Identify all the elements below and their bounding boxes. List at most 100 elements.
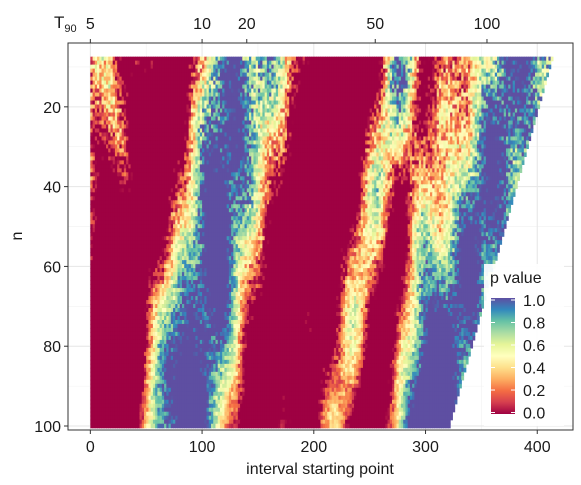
heatmap-cell — [327, 80, 331, 86]
heatmap-cell — [459, 80, 462, 86]
heatmap-cell — [331, 88, 335, 94]
heatmap-cell — [389, 80, 393, 86]
heatmap-cell — [302, 64, 306, 70]
heatmap-cell — [197, 64, 201, 70]
heatmap-cell — [336, 76, 339, 82]
heatmap-cell — [541, 60, 545, 66]
heatmap-cell — [141, 80, 145, 86]
heatmap-cell — [217, 72, 221, 78]
heatmap-cell — [235, 76, 239, 82]
heatmap-cell — [112, 92, 116, 98]
heatmap-cell — [280, 92, 284, 98]
heatmap-cell — [472, 88, 476, 94]
heatmap-cell — [526, 84, 529, 90]
heatmap-cell — [92, 56, 96, 62]
heatmap-cell — [329, 80, 333, 86]
heatmap-cell — [528, 136, 532, 142]
heatmap-cell — [499, 56, 503, 62]
heatmap-cell — [523, 92, 527, 98]
heatmap-cell — [251, 84, 255, 90]
heatmap-cell — [179, 72, 183, 78]
heatmap-cell — [387, 64, 391, 70]
heatmap-cell — [152, 88, 156, 94]
heatmap-cell — [257, 80, 261, 86]
heatmap-cell — [398, 72, 402, 78]
heatmap-cell — [204, 68, 208, 74]
heatmap-cell — [461, 72, 465, 78]
heatmap-cell — [202, 60, 205, 66]
heatmap-cell — [447, 84, 451, 90]
heatmap-cell — [112, 96, 116, 102]
heatmap-cell — [202, 56, 205, 62]
heatmap-cell — [161, 96, 165, 102]
heatmap-cell — [186, 64, 190, 70]
heatmap-cell — [476, 88, 480, 94]
heatmap-cell — [181, 80, 185, 86]
heatmap-cell — [445, 56, 449, 62]
heatmap-cell — [219, 56, 223, 62]
heatmap-cell — [228, 72, 232, 78]
heatmap-cell — [313, 72, 317, 78]
heatmap-cell — [242, 68, 246, 74]
heatmap-cell — [101, 76, 105, 82]
heatmap-cell — [213, 80, 217, 86]
heatmap-cell — [429, 64, 433, 70]
heatmap-cell — [452, 88, 456, 94]
heatmap-cell — [497, 60, 500, 66]
heatmap-cell — [273, 96, 277, 102]
heatmap-cell — [166, 96, 170, 102]
heatmap-cell — [143, 60, 147, 66]
heatmap-cell — [298, 72, 301, 78]
heatmap-cell — [184, 80, 188, 86]
heatmap-cell — [139, 72, 143, 78]
heatmap-cell — [400, 88, 404, 94]
heatmap-cell — [132, 64, 136, 70]
heatmap-cell — [112, 60, 116, 66]
heatmap-cell — [485, 56, 489, 62]
heatmap-cell — [345, 60, 348, 66]
heatmap-cell — [289, 80, 293, 86]
heatmap-cell — [517, 72, 520, 78]
heatmap-cell — [414, 56, 418, 62]
heatmap-cell — [240, 76, 243, 82]
heatmap-cell — [97, 96, 100, 102]
heatmap-cell — [340, 84, 344, 90]
heatmap-cell — [173, 96, 176, 102]
heatmap-cell — [396, 68, 400, 74]
heatmap-cell — [499, 60, 503, 66]
heatmap-cell — [474, 92, 478, 98]
heatmap-cell — [418, 64, 422, 70]
heatmap-cell — [249, 64, 252, 70]
heatmap-cell — [324, 88, 328, 94]
heatmap-cell — [126, 60, 129, 66]
heatmap-cell — [251, 68, 255, 74]
heatmap-cell — [219, 96, 223, 102]
heatmap-cell — [289, 96, 293, 102]
heatmap-cell — [465, 56, 469, 62]
heatmap-cell — [150, 76, 154, 82]
heatmap-cell — [367, 56, 371, 62]
heatmap-cell — [264, 92, 268, 98]
heatmap-cell — [523, 88, 527, 94]
heatmap-cell — [374, 76, 377, 82]
heatmap-cell — [425, 72, 429, 78]
heatmap-cell — [105, 96, 109, 102]
heatmap-cell — [137, 64, 141, 70]
heatmap-cell — [412, 76, 415, 82]
heatmap-cell — [454, 88, 458, 94]
heatmap-cell — [237, 92, 241, 98]
heatmap-cell — [380, 72, 384, 78]
heatmap-cell — [510, 76, 514, 82]
heatmap-cell — [293, 56, 297, 62]
heatmap-cell — [110, 92, 114, 98]
heatmap-cell — [327, 96, 331, 102]
heatmap-cell — [347, 80, 351, 86]
heatmap-cell — [141, 76, 145, 82]
heatmap-cell — [130, 68, 134, 74]
heatmap-cell — [541, 76, 545, 82]
heatmap-cell — [483, 64, 487, 70]
heatmap-cell — [461, 68, 465, 74]
heatmap-cell — [394, 88, 398, 94]
heatmap-cell — [414, 76, 418, 82]
heatmap-cell — [282, 76, 286, 82]
